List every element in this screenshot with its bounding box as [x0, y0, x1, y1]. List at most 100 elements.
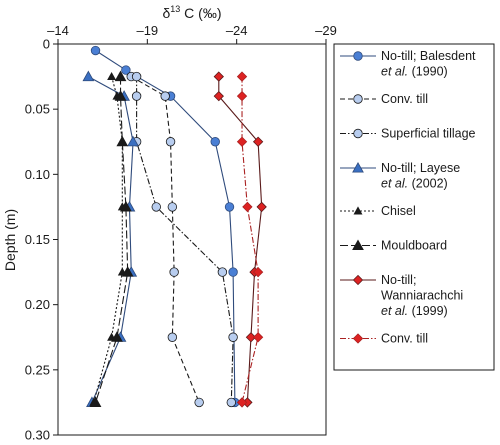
- x-axis-label: δ13 C (‰): [162, 4, 221, 21]
- data-point: [236, 90, 248, 102]
- data-point: [131, 91, 142, 101]
- series-line: [130, 76, 200, 403]
- legend-item-3: No-till; Layese et al. (2002): [340, 161, 460, 191]
- series-line: [218, 76, 263, 403]
- x-tick-label: –19: [136, 23, 158, 38]
- y-tick-label: 0.25: [25, 362, 50, 377]
- legend-label: Conv. till: [381, 332, 428, 346]
- legend-label: No-till; Layese: [381, 161, 460, 175]
- y-tick-label: 0.20: [25, 297, 50, 312]
- data-point: [194, 397, 204, 408]
- series-2: [131, 71, 238, 408]
- legend-label: et al. (1999): [381, 304, 448, 318]
- data-point: [121, 65, 131, 75]
- data-point: [252, 332, 264, 343]
- data-point: [213, 71, 224, 82]
- data-point: [226, 397, 237, 408]
- legend-item-2: Superficial tillage: [340, 127, 476, 141]
- data-point: [89, 396, 102, 407]
- data-point: [131, 71, 142, 82]
- data-point: [167, 202, 178, 212]
- data-point: [228, 267, 238, 277]
- data-point: [217, 267, 228, 277]
- data-point: [120, 200, 132, 212]
- data-point: [236, 71, 248, 82]
- x-tick-label: –14: [47, 23, 69, 38]
- legend-marker: [352, 239, 364, 251]
- y-tick-label: 0: [43, 37, 50, 52]
- series-layer: [82, 45, 267, 408]
- series-5: [89, 70, 134, 407]
- legend-item-0: No-till; Balesdent et al. (1990): [340, 49, 476, 79]
- legend-item-1: Conv. till: [340, 92, 428, 106]
- plot-frame: [57, 43, 327, 436]
- data-point: [167, 332, 178, 342]
- data-point: [236, 397, 248, 408]
- legend-label: No-till;: [381, 273, 416, 287]
- data-point: [224, 202, 235, 212]
- series-6: [213, 71, 267, 408]
- series-4: [89, 71, 127, 406]
- data-point: [151, 202, 161, 212]
- y-axis-label: Depth (m): [2, 209, 18, 271]
- legend-label: Chisel: [381, 204, 416, 218]
- data-point: [228, 332, 238, 342]
- legend-label: et al. (1990): [381, 65, 448, 79]
- data-point: [210, 137, 220, 147]
- legend-marker: [352, 333, 364, 344]
- legend-label: et al. (2002): [381, 177, 448, 191]
- x-tick-label: –24: [226, 23, 248, 38]
- series-line: [136, 76, 234, 403]
- data-point: [242, 201, 253, 213]
- legend-marker: [352, 161, 364, 173]
- y-tick-label: 0.30: [25, 428, 50, 441]
- data-point: [114, 70, 127, 82]
- data-point: [213, 90, 224, 102]
- data-point: [252, 136, 264, 147]
- data-point: [252, 266, 264, 278]
- y-tick-label: 0.10: [25, 167, 50, 182]
- data-point: [169, 267, 179, 277]
- data-point: [111, 331, 123, 342]
- y-tick-label: 0.05: [25, 102, 50, 117]
- legend-label: Mouldboard: [381, 239, 447, 253]
- series-line: [88, 76, 134, 403]
- data-point: [82, 70, 95, 82]
- series-line: [93, 76, 123, 403]
- legend-marker: [353, 51, 363, 61]
- legend-label: Conv. till: [381, 92, 428, 106]
- data-point: [127, 135, 139, 147]
- data-point: [160, 91, 170, 101]
- legend-marker: [352, 274, 364, 286]
- legend: No-till; Balesdent et al. (1990) Conv. til…: [340, 49, 476, 346]
- legend-marker: [353, 206, 363, 215]
- legend-label: No-till; Balesdent: [381, 49, 476, 63]
- y-axis-ticks: 0 0.05 0.10 0.15 0.20 0.25 0.30: [25, 37, 58, 443]
- legend-item-7: Conv. till: [340, 332, 428, 346]
- series-7: [236, 71, 264, 408]
- series-line: [95, 50, 236, 403]
- data-point: [90, 45, 101, 56]
- data-point: [236, 136, 248, 147]
- data-point: [121, 266, 134, 277]
- data-point: [256, 201, 267, 213]
- data-point: [116, 135, 129, 147]
- data-point: [107, 71, 117, 81]
- legend-label: Wanniarachchi: [381, 289, 463, 303]
- legend-item-4: Chisel: [340, 204, 416, 218]
- x-axis-ticks: –14 –19 –24 –29: [47, 23, 337, 44]
- legend-marker: [353, 128, 363, 139]
- legend-marker: [353, 94, 363, 104]
- data-point: [245, 332, 257, 343]
- series-line: [94, 76, 129, 403]
- legend-item-5: Mouldboard: [340, 239, 447, 253]
- y-tick-label: 0.15: [25, 232, 50, 247]
- x-tick-label: –29: [315, 23, 337, 38]
- data-point: [165, 137, 176, 147]
- series-1: [126, 71, 204, 408]
- legend-label: Superficial tillage: [381, 127, 476, 141]
- data-point: [114, 90, 127, 101]
